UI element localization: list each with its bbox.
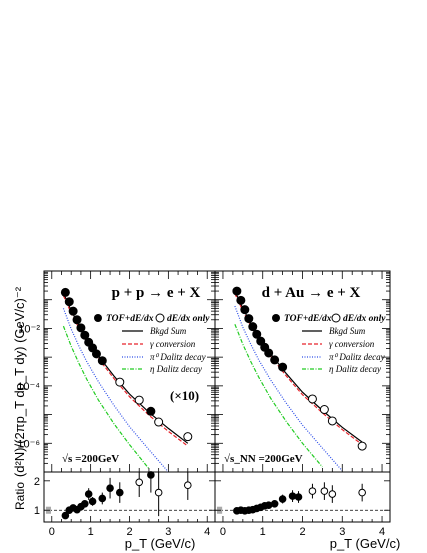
filled-point-pp — [80, 330, 90, 340]
filled-point-dau — [248, 322, 258, 332]
legend-label-tof: TOF+dE/dx — [284, 314, 332, 324]
open-point-pp — [134, 395, 144, 405]
open-point-pp — [115, 377, 125, 387]
legend-label-eta: η Dalitz decay — [329, 364, 381, 374]
filled-point-pp — [146, 406, 156, 416]
ratio-point-pp — [61, 511, 70, 520]
legend-marker-open — [155, 313, 165, 323]
legend-label-pi0: π⁰ Dalitz decay — [329, 352, 385, 362]
open-point-dau — [327, 416, 337, 426]
filled-point-dau — [278, 362, 288, 372]
ratio-point-pp — [84, 490, 93, 498]
ratio-point-dau — [328, 490, 337, 498]
ratio-point-dau — [308, 487, 317, 495]
y-tick-label: 10⁻⁶ — [17, 438, 40, 450]
y-tick-label: 10⁻² — [18, 323, 40, 335]
filled-point-dau — [264, 348, 274, 358]
ratio-point-pp — [81, 499, 89, 508]
x-tick-label: 2 — [126, 526, 132, 538]
legend-pp: TOF+dE/dx dE/dx only Bkgd Sum γ conversi… — [94, 313, 210, 374]
legend-label-dedx: dE/dx only — [343, 314, 386, 324]
filled-point-pp — [76, 323, 86, 333]
x-tick-label: 1 — [260, 526, 266, 538]
curve--dalitz-decay-dau — [234, 324, 323, 468]
x-tick-label: 4 — [379, 526, 385, 538]
panel-title-pp: p + p → e + X — [112, 285, 201, 301]
ratio-frame-dau — [214, 471, 391, 523]
x-tick-label: 1 — [88, 526, 94, 538]
filled-point-pp — [60, 287, 70, 297]
y-axis-label: (d²N)/(2πp_T dp_T dy) (GeV/c)⁻² — [12, 286, 27, 477]
ratio-point-pp — [106, 484, 114, 492]
filled-point-dau — [240, 305, 250, 315]
filled-point-pp — [72, 315, 82, 325]
ratio-y-tick-label: 2 — [34, 476, 40, 488]
legend-marker-filled — [94, 314, 102, 322]
ratio-y-tick-label: 1 — [34, 505, 40, 517]
ratio-point-dau — [294, 493, 303, 501]
open-point-dau — [307, 394, 317, 404]
ratio-point-pp — [88, 497, 97, 506]
filled-point-dau — [232, 286, 242, 296]
ratio-point-pp — [135, 478, 144, 487]
curve--dalitz-decay-dau — [234, 305, 343, 472]
y-tick-label: 10⁻⁴ — [17, 381, 40, 393]
ratio-point-pp — [154, 488, 163, 497]
filled-point-dau — [252, 329, 262, 339]
legend-label-dedx: dE/dx only — [167, 314, 210, 324]
ratio-point-dau — [278, 495, 287, 503]
x-axis-label-left: p_T (GeV/c) — [125, 536, 196, 551]
data-points — [60, 286, 367, 520]
legend-label-pi0: π⁰ Dalitz decay — [150, 352, 206, 362]
energy-label-pp: √s =200GeV — [62, 453, 119, 465]
ratio-point-pp — [115, 488, 124, 497]
open-point-dau — [357, 441, 367, 451]
x-tick-label: 4 — [204, 526, 210, 538]
legend-marker-open — [331, 313, 341, 323]
filled-point-pp — [91, 349, 101, 359]
x-tick-label: 2 — [299, 526, 305, 538]
filled-point-dau — [256, 336, 266, 346]
legend-label-eta: η Dalitz decay — [150, 364, 202, 374]
curve--dalitz-decay-pp — [62, 325, 150, 470]
open-point-pp — [183, 432, 193, 442]
ratio-point-pp — [98, 494, 107, 503]
curve--dalitz-decay-pp — [62, 308, 169, 472]
ratio-point-dau — [358, 488, 366, 497]
ratio-axis-label: Ratio — [13, 482, 27, 510]
x-tick-label: 3 — [339, 526, 345, 538]
filled-point-pp — [68, 306, 78, 316]
legend-label-gamma: γ conversion — [150, 339, 196, 349]
x-axis-label-right: p_T (GeV/c) — [330, 536, 401, 551]
open-point-dau — [319, 405, 329, 415]
ratio-frame-pp — [43, 471, 216, 523]
ratio-point-pp — [183, 481, 192, 490]
x-tick-label: 3 — [165, 526, 171, 538]
legend-label-bkgd: Bkgd Sum — [329, 326, 366, 336]
energy-label-dau: √s_NN =200GeV — [224, 453, 303, 465]
x-tick-label: 0 — [220, 526, 226, 538]
ratio-point-dau — [320, 487, 329, 495]
legend-label-tof: TOF+dE/dx — [106, 314, 154, 324]
legend-dau: TOF+dE/dx dE/dx only Bkgd Sum γ conversi… — [272, 313, 386, 374]
open-point-pp — [154, 417, 164, 427]
x-tick-label: 0 — [49, 526, 55, 538]
legend-marker-filled — [272, 314, 280, 322]
legend-label-gamma: γ conversion — [329, 339, 375, 349]
panel-title-dau: d + Au → e + X — [262, 285, 361, 301]
filled-point-dau — [244, 314, 254, 324]
legend-label-bkgd: Bkgd Sum — [150, 326, 187, 336]
filled-point-dau — [270, 355, 280, 365]
filled-point-pp — [64, 297, 74, 307]
filled-point-pp — [97, 356, 107, 366]
ratio-point-pp — [147, 471, 155, 479]
scale-note: (×10) — [170, 388, 199, 403]
filled-point-dau — [236, 295, 246, 305]
ratio-point-dau — [270, 499, 279, 508]
